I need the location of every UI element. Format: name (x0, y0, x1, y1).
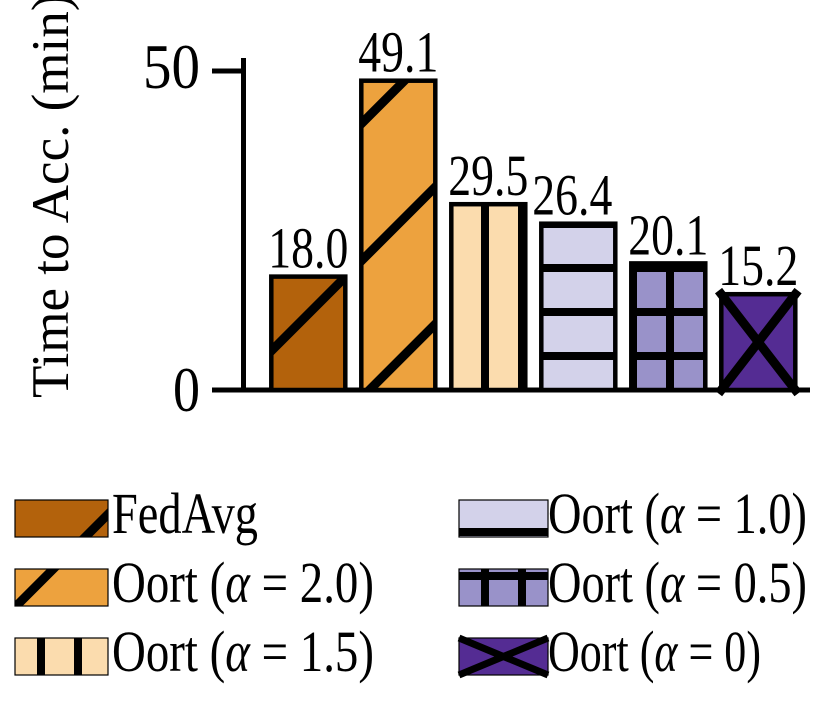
svg-text:Oort (α = 0): Oort (α = 0) (548, 619, 761, 684)
svg-text:Oort (α = 1.0): Oort (α = 1.0) (548, 481, 807, 546)
svg-text:0: 0 (173, 354, 200, 425)
svg-text:20.1: 20.1 (628, 202, 708, 267)
svg-text:Oort (α = 2.0): Oort (α = 2.0) (112, 550, 374, 615)
svg-text:Time to Acc. (min): Time to Acc. (min) (22, 0, 80, 398)
svg-text:FedAvg: FedAvg (112, 481, 258, 546)
svg-text:49.1: 49.1 (358, 20, 438, 85)
svg-text:Oort (α = 0.5): Oort (α = 0.5) (548, 550, 807, 615)
svg-text:26.4: 26.4 (532, 163, 612, 228)
svg-text:18.0: 18.0 (268, 216, 348, 281)
svg-text:15.2: 15.2 (718, 233, 798, 298)
svg-text:29.5: 29.5 (448, 143, 528, 208)
svg-text:50: 50 (143, 31, 200, 102)
svg-text:Oort (α = 1.5): Oort (α = 1.5) (112, 619, 374, 684)
